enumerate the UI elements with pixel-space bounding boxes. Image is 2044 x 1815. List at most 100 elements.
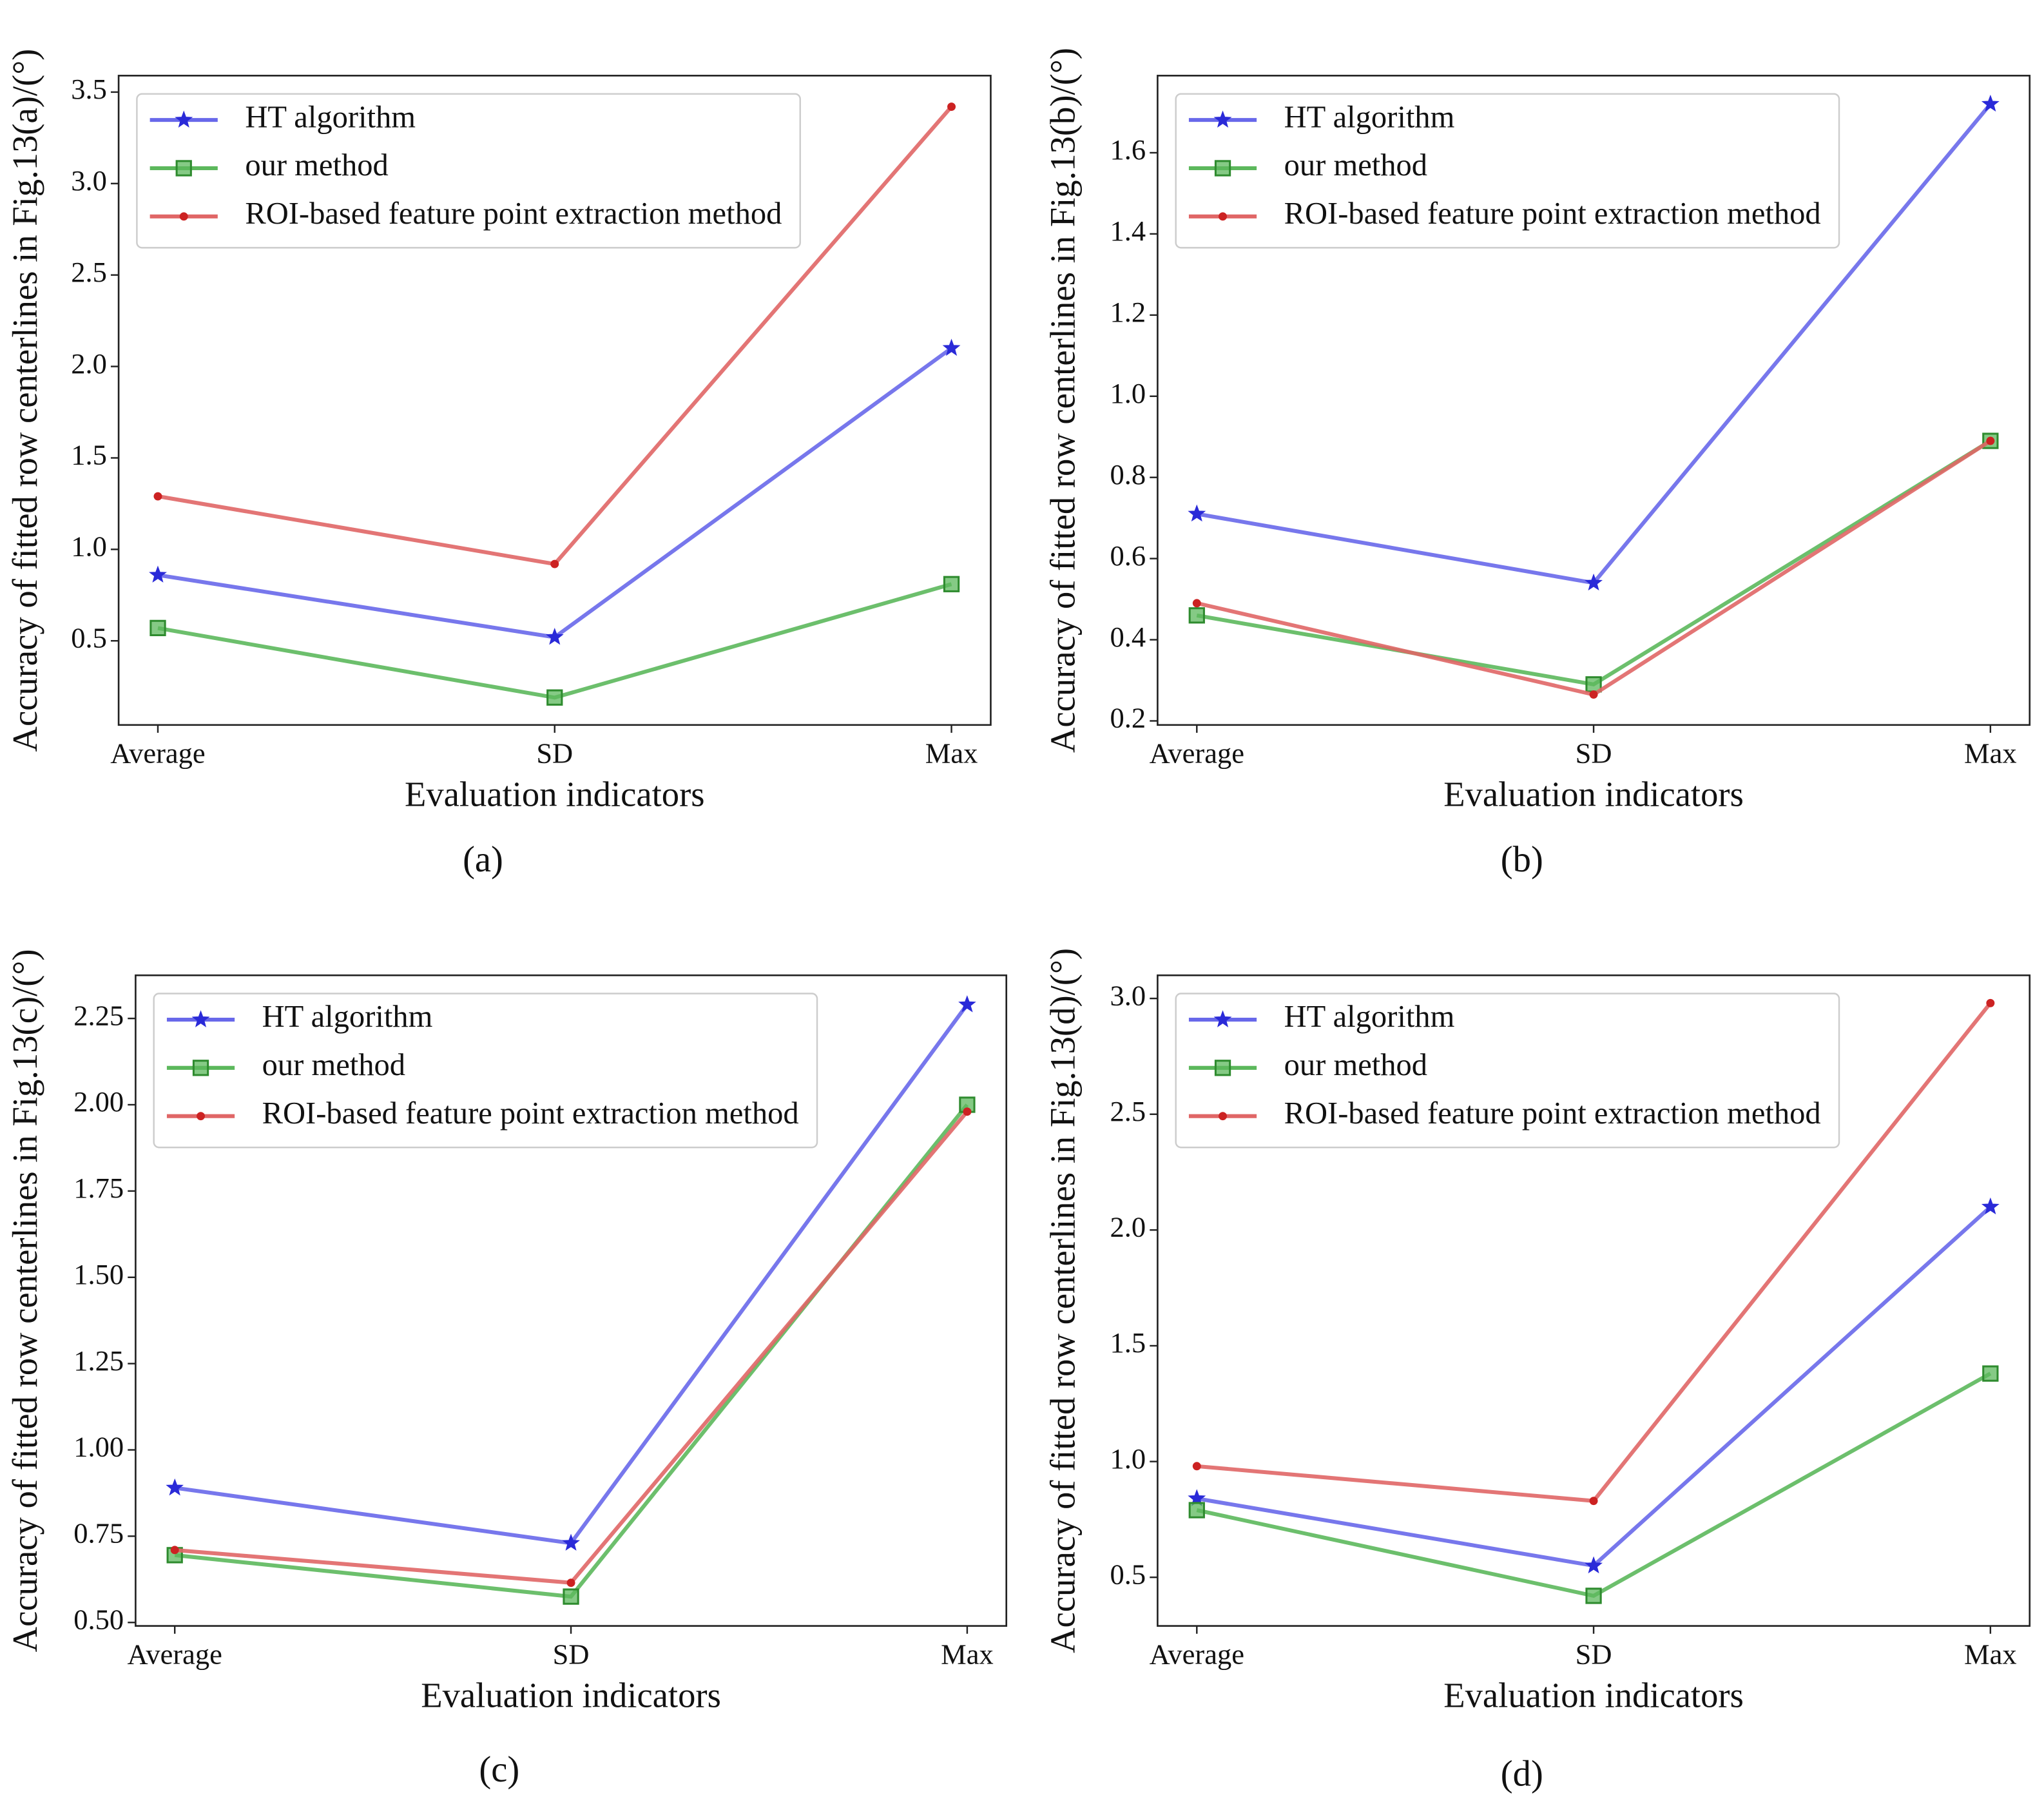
legend-label: HT algorithm (1284, 999, 1455, 1034)
legend-marker (1214, 160, 1231, 177)
legend-marker (1219, 212, 1228, 221)
legend-label: HT algorithm (262, 999, 433, 1034)
y-tick-label: 3.5 (71, 73, 107, 105)
data-point (1589, 690, 1598, 699)
legend: HT algorithm our method ROI-based feature … (136, 93, 801, 249)
caption: (a) (463, 840, 503, 880)
data-point (1188, 504, 1206, 522)
data-point (1585, 1556, 1603, 1574)
data-point (149, 565, 167, 583)
legend-marker (191, 1010, 210, 1027)
data-point (550, 559, 559, 568)
x-tick-label: Max (925, 737, 978, 770)
data-point (1981, 94, 2000, 112)
y-tick-label: 2.0 (1110, 1211, 1146, 1243)
data-point (153, 492, 162, 501)
legend-label: our method (1284, 1047, 1427, 1082)
data-point (943, 576, 960, 592)
y-tick-label: 1.00 (73, 1431, 124, 1463)
y-tick-label: 0.2 (1110, 702, 1146, 734)
y-tick-label: 1.5 (71, 439, 107, 471)
y-tick-label: 3.0 (1110, 979, 1146, 1011)
legend-marker (1219, 1112, 1228, 1121)
x-tick-label: SD (1576, 1638, 1612, 1670)
x-tick-label: Average (110, 737, 205, 770)
x-tick-label: Average (1150, 1638, 1244, 1670)
y-tick-label: 1.0 (1110, 1442, 1146, 1475)
legend-marker (175, 160, 192, 177)
y-tick-label: 0.50 (73, 1604, 124, 1636)
y-tick-label: 1.4 (1110, 215, 1146, 247)
x-tick-label: Max (1964, 1638, 2017, 1670)
data-point (563, 1588, 579, 1605)
data-point (963, 1107, 972, 1116)
y-axis-label: Accuracy of fitted row centerlines in Fi… (5, 949, 44, 1652)
legend-marker (179, 212, 188, 221)
legend-label: ROI-based feature point extraction metho… (262, 1096, 799, 1131)
legend-label: our method (1284, 148, 1427, 182)
legend: HT algorithm our method ROI-based feature … (1175, 993, 1840, 1149)
legend-marker (197, 1112, 206, 1121)
legend-frame (1175, 993, 1840, 1149)
caption: (b) (1501, 840, 1543, 880)
x-axis-label: Evaluation indicators (1443, 1675, 1744, 1714)
data-point (546, 689, 563, 706)
caption: (d) (1501, 1754, 1543, 1794)
data-point (1986, 436, 1995, 445)
legend-label: ROI-based feature point extraction metho… (245, 196, 782, 231)
legend-label: our method (262, 1047, 405, 1082)
data-point (947, 102, 956, 112)
data-point (1585, 573, 1603, 591)
x-tick-label: Average (127, 1638, 222, 1670)
series-line (175, 1110, 969, 1585)
y-tick-label: 1.0 (71, 530, 107, 563)
data-point (1986, 998, 1995, 1007)
legend-label: our method (245, 148, 388, 182)
y-tick-label: 2.5 (71, 256, 107, 288)
y-tick-label: 1.75 (73, 1172, 124, 1204)
data-point (1188, 1502, 1205, 1519)
data-point (149, 619, 166, 637)
legend-frame (1175, 93, 1840, 249)
y-tick-label: 0.75 (73, 1517, 124, 1549)
x-tick-label: Average (1150, 737, 1244, 770)
y-tick-label: 0.5 (71, 621, 107, 654)
y-tick-label: 1.6 (1110, 133, 1146, 166)
y-tick-label: 1.25 (73, 1344, 124, 1377)
data-point (1981, 1197, 2000, 1215)
y-tick-label: 2.00 (73, 1085, 124, 1118)
legend-label: ROI-based feature point extraction metho… (1284, 196, 1821, 231)
x-tick-label: Max (941, 1638, 994, 1670)
data-point (1192, 1462, 1201, 1471)
series-line (1196, 439, 1992, 687)
y-tick-label: 3.0 (71, 164, 107, 197)
y-tick-label: 1.5 (1110, 1326, 1146, 1359)
legend: HT algorithm our method ROI-based feature … (153, 993, 818, 1149)
y-tick-label: 1.2 (1110, 296, 1146, 328)
data-point (1585, 1587, 1602, 1604)
legend-marker (192, 1060, 209, 1076)
series-line (157, 346, 953, 639)
data-point (942, 338, 961, 356)
series-line (1196, 1205, 1992, 1568)
x-tick-label: Max (1964, 737, 2017, 770)
caption: (c) (479, 1750, 519, 1790)
data-point (170, 1546, 179, 1555)
data-point (1192, 599, 1201, 608)
y-tick-label: 2.5 (1110, 1095, 1146, 1127)
legend-marker (1213, 1010, 1232, 1027)
data-point (566, 1578, 575, 1587)
data-point (958, 995, 976, 1013)
y-tick-label: 0.4 (1110, 621, 1146, 653)
data-point (545, 628, 564, 645)
legend-label: HT algorithm (245, 99, 416, 134)
legend-marker (175, 110, 193, 128)
y-tick-label: 1.50 (73, 1258, 124, 1290)
y-tick-label: 0.8 (1110, 458, 1146, 490)
data-point (1188, 607, 1205, 624)
legend-marker (1213, 110, 1232, 128)
data-point (562, 1533, 580, 1551)
x-axis-label: Evaluation indicators (1443, 775, 1744, 814)
legend-frame (136, 93, 801, 249)
